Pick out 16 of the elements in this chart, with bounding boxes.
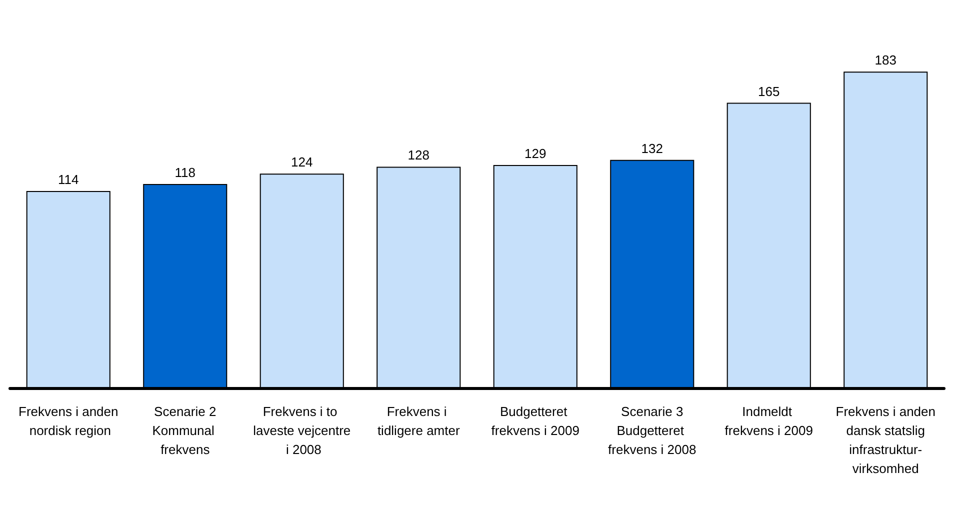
x-tick-label: Indmeldt frekvens i 2009 [724, 404, 813, 438]
data-label: 129 [524, 146, 546, 162]
x-tick-label: Scenarie 3 Budgetteret frekvens i 2008 [608, 404, 696, 457]
data-label: 128 [408, 148, 430, 163]
x-tick-label: Scenarie 2 Kommunal frekvens [152, 404, 218, 457]
x-tick-label: Frekvens i anden nordisk region [18, 404, 118, 438]
data-label: 132 [641, 140, 663, 156]
data-label: 118 [174, 165, 196, 180]
x-tick-label: Budgetteret frekvens i 2009 [491, 404, 580, 438]
x-tick-label: Frekvens i anden dansk statslig infrastruktur- virksomhed [836, 404, 936, 476]
data-label: 124 [291, 154, 313, 170]
x-tick-label: Frekvens i tidligere amter [377, 404, 460, 438]
data-label: 165 [758, 84, 780, 99]
data-label: 183 [874, 52, 896, 68]
data-label: 114 [58, 172, 79, 187]
x-tick-label: Frekvens i to laveste vejcentre i 2008 [253, 404, 351, 457]
